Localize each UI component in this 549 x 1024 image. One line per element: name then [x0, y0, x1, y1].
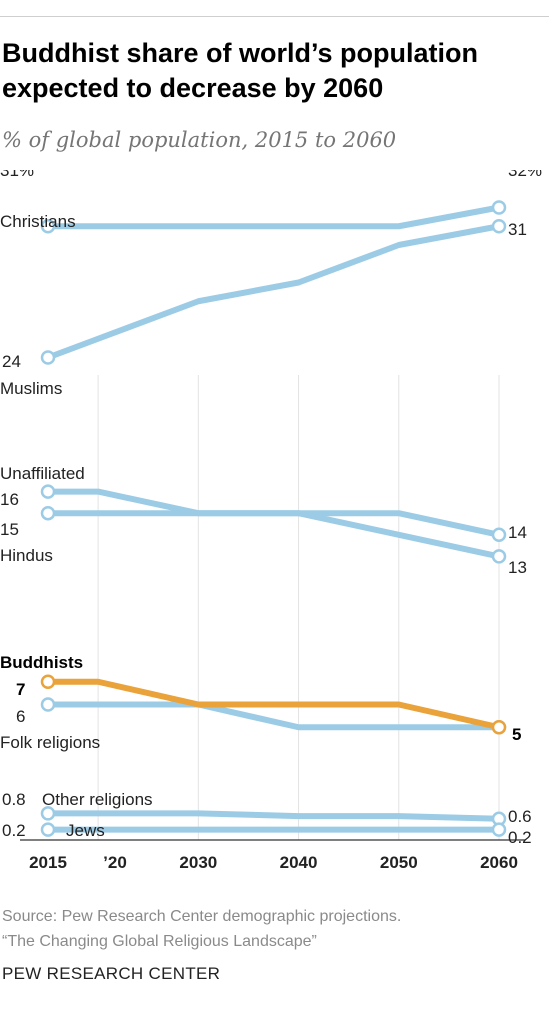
series-name-buddhists: Buddhists: [0, 653, 83, 672]
series-line-buddhists: [45, 678, 502, 731]
chart-title: Buddhist share of world’s population exp…: [2, 38, 478, 103]
x-tick-label-2015: 2015: [29, 853, 67, 870]
series-name-unaffiliated: Unaffiliated: [0, 464, 85, 483]
end-label-unaffiliated: 13: [508, 558, 527, 577]
top-rule: [0, 16, 549, 17]
x-tick-label-2030: 2030: [179, 853, 217, 870]
end-label-christians: 32%: [508, 170, 542, 180]
point-hindus-2060: [491, 527, 507, 543]
point-buddhists-2015: [40, 674, 56, 689]
end-label-jews: 0.2: [508, 828, 532, 847]
series-name-hindus: Hindus: [0, 546, 53, 565]
end-label-muslims: 31: [508, 220, 527, 239]
start-label-folk-religions: 6: [16, 707, 25, 726]
series-line-unaffiliated: [45, 488, 502, 560]
point-buddhists-2060: [491, 720, 507, 735]
start-label-muslims: 24: [2, 352, 21, 371]
point-other-religions-2015: [40, 806, 56, 821]
line-chart: 2015 ’20 2030 2040 2050 2060 31% 32% Christians 2…: [0, 170, 542, 870]
point-folk-religions-2015: [40, 697, 56, 712]
start-label-unaffiliated: 16: [0, 490, 19, 509]
chart-subtitle: % of global population, 2015 to 2060: [2, 128, 397, 152]
x-tick-label-2020: ’20: [103, 853, 127, 870]
series-name-muslims: Muslims: [0, 379, 62, 398]
source-line-1: Source: Pew Research Center demographic …: [2, 908, 402, 925]
start-label-jews: 0.2: [2, 821, 26, 840]
point-jews-2015: [40, 822, 56, 837]
point-jews-2060: [491, 822, 507, 837]
point-unaffiliated-2015: [40, 484, 56, 499]
series-name-other-religions: Other religions: [42, 790, 153, 809]
point-muslims-2015: [40, 350, 56, 365]
point-christians-2060: [491, 200, 507, 215]
end-label-other-religions: 0.6: [508, 807, 532, 826]
x-tick-label-2040: 2040: [280, 853, 318, 870]
organization-name: PEW RESEARCH CENTER: [2, 964, 221, 983]
point-hindus-2015: [40, 505, 56, 521]
series-name-folk-religions: Folk religions: [0, 733, 100, 752]
series-line-other-religions: [45, 810, 502, 822]
end-label-hindus: 14: [508, 523, 527, 542]
series-line-muslims: [45, 223, 502, 361]
start-label-hindus: 15: [0, 520, 19, 539]
source-note: Source: Pew Research Center demographic …: [2, 904, 401, 954]
series-line-hindus: [45, 510, 502, 538]
start-label-buddhists: 7: [16, 680, 25, 699]
series-name-jews: Jews: [66, 821, 105, 840]
point-muslims-2060: [491, 219, 507, 234]
series-line-christians: [45, 204, 502, 230]
start-label-christians: 31%: [0, 170, 34, 180]
point-christians-2015: [40, 219, 56, 234]
point-unaffiliated-2060: [491, 549, 507, 564]
x-tick-label-2050: 2050: [380, 853, 418, 870]
source-line-2: “The Changing Global Religious Landscape…: [2, 933, 317, 950]
series-line-folk-religions: [45, 701, 502, 731]
series-name-christians: Christians: [0, 212, 76, 231]
x-tick-label-2060: 2060: [480, 853, 518, 870]
end-label-buddhists: 5: [512, 725, 521, 744]
start-label-other-religions: 0.8: [2, 790, 26, 809]
